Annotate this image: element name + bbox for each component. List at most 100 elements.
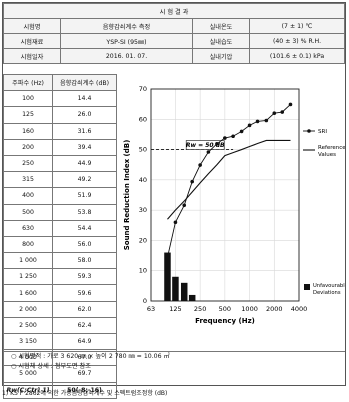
value-test-name: 음향감쇠계수 측정 xyxy=(60,18,193,34)
table-row: 2 000 62.0 xyxy=(3,300,117,318)
note-specimen-detail: ○ 시험체 상세 : 첨부도면 참조 xyxy=(11,363,91,370)
row-sri-value: 54.4 xyxy=(52,219,117,237)
label-test-material: 시험재료 xyxy=(3,33,61,49)
label-room-humidity: 실내습도 xyxy=(192,33,250,49)
row-sri-value: 56.0 xyxy=(52,235,117,254)
table-row: 5 000 69.7 xyxy=(3,365,117,383)
row-frequency: 2 500 xyxy=(3,316,53,335)
y-tick-label: 10 xyxy=(139,267,147,275)
row-sri-value: 62.0 xyxy=(52,300,117,318)
legend-deviation-label: Unfavourable xyxy=(313,283,345,289)
table-body: 100 14.4 125 26.0 160 31.6 200 39.4 250 44.9 315 49… xyxy=(3,90,117,383)
value-room-pressure: (101.6 ± 0.1) kPa xyxy=(249,48,345,64)
table-row: 125 26.0 xyxy=(3,106,117,124)
reference-values-line xyxy=(167,139,291,220)
legend-ref-label: Reference xyxy=(318,145,345,151)
sri-point xyxy=(215,142,219,146)
sri-point xyxy=(173,220,178,225)
header-table: 시 험 결 과 시험명 음향감쇠계수 측정 실내온도 (7 ± 1) ℃ 시험재… xyxy=(3,3,345,64)
y-tick-label: 40 xyxy=(139,176,147,184)
table-row: 3 150 64.9 xyxy=(3,332,117,351)
row-sri-value: 44.9 xyxy=(52,154,117,173)
sri-point xyxy=(223,136,227,140)
x-tick-label: 500 xyxy=(219,305,231,313)
row-frequency: 400 xyxy=(3,187,53,205)
row-sri-value: 49.2 xyxy=(52,171,117,189)
sri-point xyxy=(272,111,277,116)
sri-point xyxy=(231,134,235,139)
x-tick-label: 250 xyxy=(194,305,206,313)
y-tick-label: 0 xyxy=(143,297,147,305)
row-frequency: 315 xyxy=(3,171,53,189)
plot-frame xyxy=(150,88,300,302)
table-row: 4 000 67.0 xyxy=(3,349,117,367)
x-tick-label: 2000 xyxy=(266,305,283,313)
deviation-bar xyxy=(180,282,188,301)
note-test-area: ○ 시험면적 : 가로 3 620 ㎜ × 높이 2 780 ㎜ = 10.06… xyxy=(11,353,170,360)
row-frequency: 800 xyxy=(3,235,53,254)
row-sri-value: 39.4 xyxy=(52,138,117,156)
table-row: 630 54.4 xyxy=(3,219,117,237)
x-tick-label: 4000 xyxy=(291,305,308,313)
sri-point xyxy=(264,118,269,123)
row-sri-value: 58.0 xyxy=(52,252,117,270)
footnote: 1) KS F 2862에 의한 가중음향감쇠계수 및 스펙트럼조정항 (dB) xyxy=(2,390,168,397)
sri-point xyxy=(206,150,211,154)
x-tick-label: 1000 xyxy=(241,305,258,313)
value-room-temp: (7 ± 1) ℃ xyxy=(249,18,345,34)
sri-point xyxy=(280,110,285,114)
legend-sri-marker xyxy=(307,129,311,133)
table-row: 1 600 59.6 xyxy=(3,284,117,302)
legend-deviation-swatch xyxy=(304,284,310,290)
deviation-bar xyxy=(188,294,196,301)
value-test-date: 2016. 01. 07. xyxy=(60,48,193,64)
table-row: 160 31.6 xyxy=(3,122,117,140)
row-frequency: 100 xyxy=(3,90,53,108)
row-frequency: 1 250 xyxy=(3,268,53,286)
table-row: 400 51.9 xyxy=(3,187,117,205)
x-tick-label: 125 xyxy=(169,305,181,313)
sri-point xyxy=(198,163,202,167)
row-sri-value: 59.6 xyxy=(52,284,117,302)
report-frame: 시 험 결 과 시험명 음향감쇠계수 측정 실내온도 (7 ± 1) ℃ 시험재… xyxy=(2,2,346,399)
row-frequency: 500 xyxy=(3,203,53,221)
table-row: 315 49.2 xyxy=(3,171,117,189)
table-row: 1 000 58.0 xyxy=(3,252,117,270)
row-frequency: 1 000 xyxy=(3,252,53,270)
label-room-temp: 실내온도 xyxy=(192,18,250,34)
label-test-name: 시험명 xyxy=(3,18,61,34)
report-title: 시 험 결 과 xyxy=(3,3,345,19)
sri-point xyxy=(255,119,260,124)
row-sri-value: 14.4 xyxy=(52,90,117,108)
row-frequency: 160 xyxy=(3,122,53,140)
table-row: 100 14.4 xyxy=(3,90,117,108)
rw-annotation-box xyxy=(185,140,225,150)
row-frequency: 3 150 xyxy=(3,332,53,351)
row-sri-value: 64.9 xyxy=(52,332,117,351)
y-axis-title: Sound Reduction Index (dB) xyxy=(123,140,131,251)
notes-section: ○ 시험면적 : 가로 3 620 ㎜ × 높이 2 780 ㎜ = 10.06… xyxy=(3,351,345,387)
y-tick-label: 60 xyxy=(139,115,147,123)
col-frequency-header: 주파수 (Hz) xyxy=(3,73,53,92)
sri-point xyxy=(288,102,293,107)
row-sri-value: 62.4 xyxy=(52,316,117,335)
x-tick-label: 63 xyxy=(147,305,155,313)
row-frequency: 2 000 xyxy=(3,300,53,318)
deviation-bar xyxy=(164,252,171,301)
row-sri-value: 53.8 xyxy=(52,203,117,221)
y-tick-label: 50 xyxy=(139,146,147,154)
rating-value: 50(-8;-16) xyxy=(52,381,117,399)
y-tick-label: 30 xyxy=(139,206,147,214)
label-room-pressure: 실내기압 xyxy=(192,48,250,64)
table-row: 2 500 62.4 xyxy=(3,316,117,335)
row-sri-value: 59.3 xyxy=(52,268,117,286)
rw-annotation: Rw = 50 dB xyxy=(186,142,225,149)
legend-deviation-label: Deviations xyxy=(313,290,341,296)
x-axis-title: Frequency (Hz) xyxy=(195,317,255,325)
sri-line xyxy=(167,104,291,258)
value-room-humidity: (40 ± 3) % R.H. xyxy=(249,33,345,49)
table-row: 200 39.4 xyxy=(3,138,117,156)
sri-point xyxy=(190,179,194,184)
table-row: 800 56.0 xyxy=(3,235,117,254)
